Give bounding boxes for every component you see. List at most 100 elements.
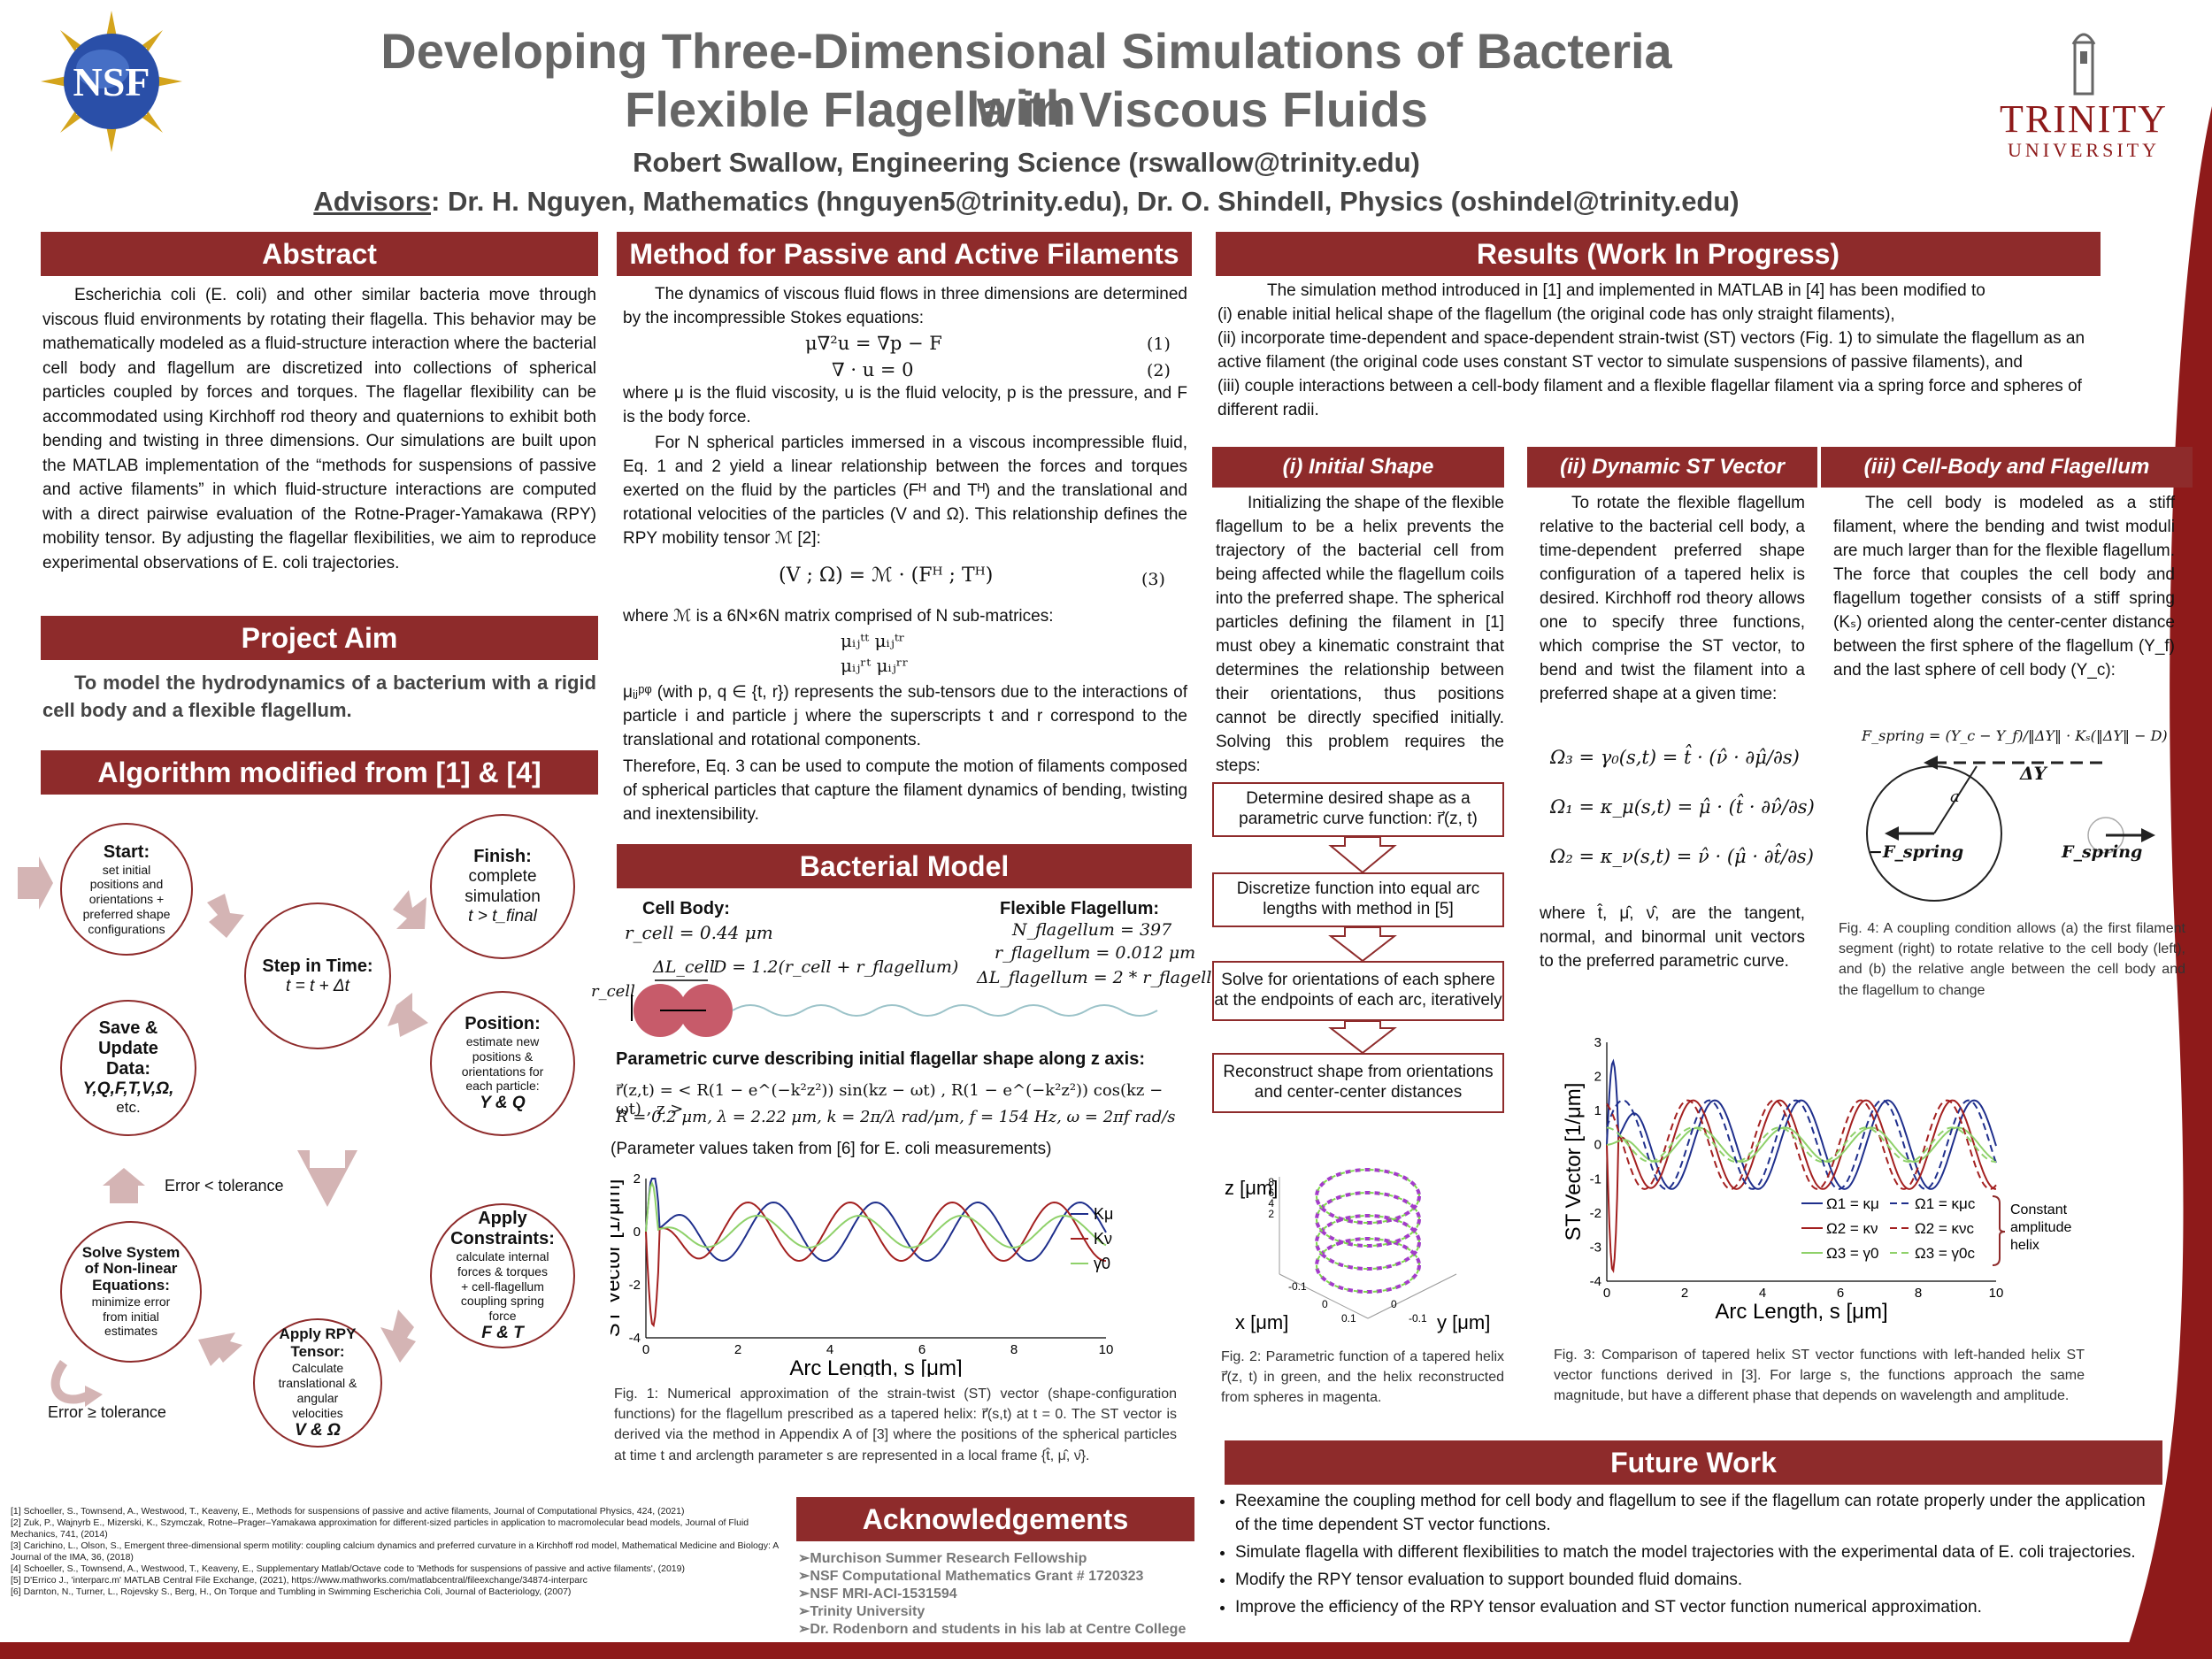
step-box-1: Determine desired shape as a parametric … [1212, 782, 1504, 837]
eq-omega1: Ω₁ = κ_μ(s,t) = μ̂ · (t̂ · ∂ν̂/∂s) [1550, 796, 1815, 818]
node-save-math: Y,Q,F,T,V,Ω, [82, 1079, 174, 1099]
eq2-num: (2) [1147, 361, 1171, 380]
legend-label: Ω2 = κν [1826, 1220, 1878, 1237]
reference-item: [3] Carichino, L., Olson, S., Emergent t… [11, 1540, 779, 1563]
x-tick-label: 0 [1603, 1286, 1610, 1301]
node-rpy-math: V & Ω [295, 1420, 341, 1440]
x-tick-label: 8 [1010, 1342, 1018, 1357]
advisors-text: : Dr. H. Nguyen, Mathematics (hnguyen5@t… [431, 186, 1740, 217]
results-heading: Results (Work In Progress) [1216, 232, 2101, 276]
ack-item: ➢Murchison Summer Research Fellowship [798, 1551, 1087, 1566]
series-line [1606, 1058, 1997, 1190]
y-tick-label: 3 [1594, 1035, 1601, 1050]
dl-cell-label: ΔL_cell [653, 957, 715, 977]
coupling-diagram [1866, 756, 2155, 902]
abstract-text: Escherichia coli (E. coli) and other sim… [42, 286, 596, 573]
coupling-heading: (iii) Cell-Body and Flagellum Coupling [1821, 447, 2193, 519]
matrix-row1: μᵢⱼᵗᵗ μᵢⱼᵗʳ [841, 630, 905, 651]
future-item: Improve the efficiency of the RPY tensor… [1235, 1596, 2155, 1620]
st-vector-text2: where t̂, μ̂, ν̂, are the tangent, norma… [1540, 904, 1805, 971]
r-cell-value: r_cell = 0.44 μm [625, 922, 773, 943]
eq-omega2: Ω₂ = κ_ν(s,t) = ν̂ · (μ̂ · ∂t̂/∂s) [1550, 846, 1814, 867]
node-step-title: Step in Time: [262, 956, 373, 976]
node-solve-title: Solve System of Non-linear Equations: [81, 1243, 180, 1294]
results-intro4: (iii) couple interactions between a cell… [1217, 376, 2082, 419]
references-list: [1] Schoeller, S., Townsend, A., Westwoo… [11, 1506, 789, 1598]
fig3-chart: 0 2 4 6 8 10 -4 -3 -2 -1 0 1 2 3 Arc Length, s [μm] ST … [1562, 1035, 2071, 1324]
node-solve: Solve System of Non-linear Equations: mi… [60, 1221, 202, 1363]
legend-label: γ0 [1094, 1255, 1110, 1272]
helix-loop-green [1316, 1215, 1420, 1270]
y-tick-label: 2 [1594, 1070, 1601, 1085]
node-position-title: Position: [465, 1013, 541, 1033]
reference-item: [2] Zuk, P., Wajnyrb E., Mizerski, K., S… [11, 1517, 749, 1540]
abstract-heading: Abstract [41, 232, 598, 276]
aim-heading: Project Aim [41, 616, 598, 660]
eq3: (V ; Ω) = ℳ · (Fᴴ ; Tᴴ) [779, 565, 994, 587]
y-tick-label: 0 [1594, 1138, 1601, 1153]
bacterium-diagram [631, 979, 1158, 1037]
x-tick-label: 2 [734, 1342, 741, 1357]
node-rpy: Apply RPY Tensor: Calculate translationa… [253, 1318, 382, 1448]
d-equation: D = 1.2(r_cell + r_flagellum) [713, 957, 959, 977]
results-intro3: (ii) incorporate time-dependent and spac… [1217, 328, 2085, 372]
y-tick-label: -4 [1590, 1274, 1601, 1289]
results-intro2: (i) enable initial helical shape of the … [1217, 304, 1895, 324]
x-tick-label: 0 [642, 1342, 649, 1357]
x-axis-label: Arc Length, s [μm] [1715, 1300, 1887, 1324]
initial-shape-heading: (i) Initial Shape Configuration [1212, 447, 1504, 519]
bacterial-model-heading: Bacterial Model [617, 844, 1192, 888]
series-line [645, 1201, 1107, 1328]
z-tick-label: 8 [1268, 1176, 1274, 1188]
node-save-title: Save & Update Data: [98, 1018, 158, 1079]
fig3-caption: Fig. 3: Comparison of tapered helix ST v… [1554, 1348, 2085, 1404]
future-work-list: Reexamine the coupling method for cell b… [1212, 1490, 2155, 1624]
reference-item: [5] D'Errico J., 'interparc.m' MATLAB Ce… [11, 1575, 588, 1586]
ack-item: ➢NSF Computational Mathematics Grant # 1… [798, 1569, 1144, 1584]
pos-spring-force: F_spring [2062, 842, 2143, 862]
annotation-line: amplitude [2010, 1220, 2071, 1235]
neg-spring-force: −F_spring [1869, 842, 1964, 862]
dl-flag-value: ΔL_flagellum = 2 * r_flagellum [977, 968, 1239, 987]
error-ge-label: Error ≥ tolerance [48, 1403, 166, 1421]
method-p6: Therefore, Eq. 3 can be used to compute … [623, 757, 1187, 824]
x-tick-label: 2 [1681, 1286, 1688, 1301]
trinity-sub: UNIVERSITY [2008, 139, 2160, 161]
z-axis-label: z [μm] [1225, 1177, 1278, 1199]
method-heading: Method for Passive and Active Filaments … [617, 232, 1192, 314]
z-tick-label: 2 [1268, 1208, 1274, 1220]
nsf-logo: NSF [41, 11, 182, 152]
node-save-desc: etc. [116, 1099, 141, 1117]
legend-label: Ω1 = κμ [1826, 1195, 1879, 1212]
x-axis-label: Arc Length, s [μm] [789, 1356, 962, 1377]
coupling-text: The cell body is modeled as a stiff fila… [1833, 494, 2175, 680]
cell-body-label: Cell Body: [642, 899, 730, 918]
reference-item: [1] Schoeller, S., Townsend, A., Westwoo… [11, 1506, 685, 1517]
node-finish: Finish: complete simulation t > t_final [430, 814, 575, 959]
x-tick-label: 6 [918, 1342, 926, 1357]
annotation-line: helix [2010, 1238, 2039, 1253]
z-tick-label: 6 [1268, 1187, 1274, 1199]
series-line [1606, 1126, 1996, 1164]
x-axis-label: x [μm] [1235, 1311, 1288, 1333]
series-line [645, 1178, 1107, 1263]
author-line: Robert Swallow, Engineering Science (rsw… [633, 147, 1420, 178]
acknowledgements-list: ➢Murchison Summer Research Fellowship ➢N… [798, 1550, 1196, 1639]
future-item: Reexamine the coupling method for cell b… [1235, 1490, 2155, 1538]
method-p4: where ℳ is a 6N×6N matrix comprised of N… [623, 607, 1054, 626]
legend-label: Ω2 = κνc [1915, 1220, 1975, 1237]
node-step-math: t = t + Δt [286, 976, 349, 995]
node-start-desc: set initial positions and orientations +… [82, 862, 171, 936]
fig4-caption: Fig. 4: A coupling condition allows (a) … [1839, 921, 2185, 998]
rcell-side-label: r_cell [591, 982, 635, 1001]
reference-item: [4] Schoeller, S., Townsend, A., Westwoo… [11, 1563, 685, 1574]
a-label: a [1950, 787, 1960, 806]
tower-icon [2071, 33, 2096, 96]
y-axis-label: ST Vector [1/μm] [611, 1179, 625, 1338]
results-intro: The simulation method introduced in [1] … [1217, 280, 2102, 423]
y-tick-label: -0.1 [1409, 1312, 1427, 1325]
step-box-2: Discretize function into equal arc lengt… [1212, 872, 1504, 927]
future-item: Modify the RPY tensor evaluation to supp… [1235, 1569, 2155, 1593]
r-flag-value: r_flagellum = 0.012 μm [995, 943, 1196, 963]
param-title: Parametric curve describing initial flag… [616, 1049, 1145, 1069]
